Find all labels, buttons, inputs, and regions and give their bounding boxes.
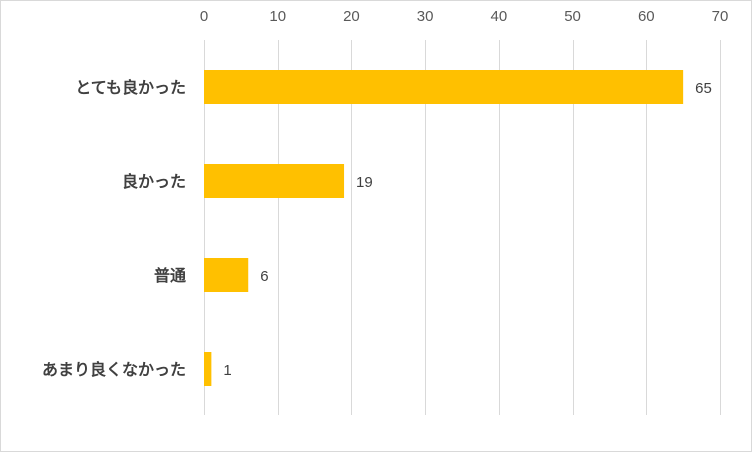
data-label: 19 [356,174,373,191]
bar [204,70,684,104]
x-tick-label: 30 [417,8,434,25]
x-tick-label: 0 [200,8,208,25]
x-axis-ticks: 0 10 20 30 40 50 60 70 [200,8,729,25]
data-label: 1 [223,362,231,379]
x-tick-label: 10 [269,8,286,25]
data-label: 65 [695,80,712,97]
data-label: 6 [260,268,268,285]
x-tick-label: 70 [712,8,729,25]
category-label: あまり良くなかった [42,360,186,379]
x-tick-label: 40 [491,8,508,25]
x-tick-label: 60 [638,8,655,25]
x-tick-label: 20 [343,8,360,25]
category-label: 普通 [154,266,186,285]
bar [204,258,249,292]
x-tick-label: 50 [564,8,581,25]
data-labels: 65 19 6 1 [223,80,711,379]
category-label: 良かった [122,172,186,191]
category-label: とても良かった [75,78,186,97]
bar [204,352,212,386]
bar [204,164,345,198]
bars [204,70,684,386]
